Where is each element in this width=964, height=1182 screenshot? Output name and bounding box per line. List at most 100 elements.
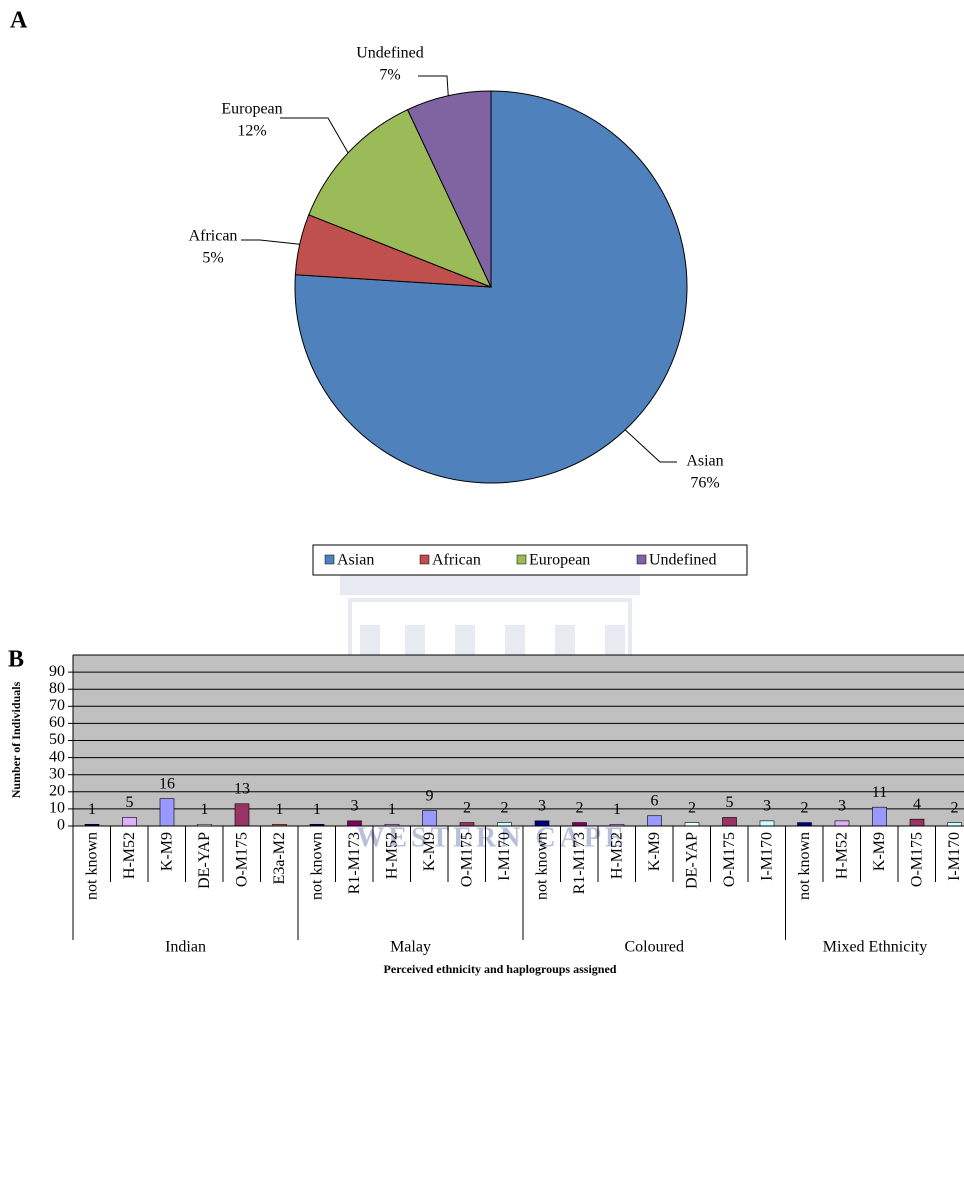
bar-value-label: 9 (426, 787, 434, 804)
x-tick-label: DE-YAP (684, 832, 701, 889)
bar-value-label: 2 (576, 799, 584, 816)
x-tick-label: E3a-M2 (271, 832, 288, 884)
leader-line (624, 429, 677, 463)
x-tick-label: O-M175 (721, 832, 738, 887)
x-tick-label: I-M170 (946, 832, 963, 881)
y-tick-label: 30 (49, 765, 65, 782)
panel-label: B (8, 647, 24, 673)
legend-label: European (529, 552, 590, 569)
slice-label: Asian (686, 453, 723, 470)
group-label: Indian (165, 939, 206, 956)
bar (572, 822, 587, 827)
x-tick-label: R1-M173 (346, 832, 363, 894)
x-tick-label: not known (84, 832, 101, 900)
x-tick-label: DE-YAP (196, 832, 213, 889)
y-tick-label: 20 (49, 782, 65, 799)
bar (947, 822, 962, 827)
bar-value-label: 3 (351, 798, 359, 815)
bar (497, 822, 512, 827)
slice-value-label: 5% (202, 250, 223, 267)
legend-label: Asian (337, 552, 374, 569)
bar-value-label: 1 (388, 801, 396, 818)
bar-value-label: 3 (538, 798, 546, 815)
bar (872, 806, 887, 827)
y-tick-label: 70 (49, 697, 65, 714)
bar (534, 820, 550, 827)
x-tick-label: I-M170 (496, 832, 513, 881)
bar-value-label: 2 (688, 799, 696, 816)
x-tick-label: K-M9 (421, 832, 438, 871)
legend-swatch (419, 554, 430, 565)
bar-value-label: 2 (501, 799, 509, 816)
bar-value-label: 1 (613, 801, 621, 818)
leader-line (418, 75, 449, 96)
bar (834, 820, 850, 827)
bar (797, 822, 812, 827)
watermark-text: WESTERN CAPE (356, 822, 627, 853)
x-tick-label: not known (309, 832, 326, 900)
legend-label: African (432, 552, 481, 569)
x-tick-label: H-M52 (609, 832, 626, 879)
y-axis-title: Number of Individuals (9, 681, 23, 798)
leader-line (241, 239, 300, 245)
legend-box (312, 544, 748, 576)
bar-value-label: 1 (276, 801, 284, 818)
y-tick-label: 0 (57, 817, 65, 834)
x-tick-label: H-M52 (121, 832, 138, 879)
bar (722, 817, 737, 827)
group-label: Mixed Ethnicity (823, 939, 927, 956)
bar (459, 822, 475, 827)
x-tick-label: R1-M173 (571, 832, 588, 894)
y-tick-label: 60 (49, 714, 65, 731)
x-tick-label: O-M175 (459, 832, 476, 887)
y-tick-label: 10 (49, 800, 65, 817)
y-tick-label: 90 (49, 663, 65, 680)
bar-value-label: 1 (88, 801, 96, 818)
bar-value-label: 1 (201, 801, 209, 818)
bar-value-label: 2 (463, 799, 471, 816)
bar (234, 803, 250, 827)
group-label: Coloured (624, 939, 684, 956)
bar (647, 815, 662, 827)
bar (684, 822, 700, 827)
slice-value-label: 7% (379, 67, 400, 84)
slice-label: European (221, 101, 282, 118)
pie-slice (308, 108, 492, 288)
bar (422, 810, 437, 827)
x-tick-label: H-M52 (384, 832, 401, 879)
leader-line (280, 117, 349, 154)
bar (909, 818, 925, 827)
bar (759, 820, 775, 827)
bar (347, 820, 362, 827)
panel-label: A (10, 8, 28, 34)
x-tick-label: O-M175 (234, 832, 251, 887)
bar-value-label: 3 (838, 798, 846, 815)
slice-label: African (189, 228, 238, 245)
bar-value-label: 13 (234, 780, 250, 797)
slice-value-label: 76% (690, 475, 719, 492)
x-tick-label: K-M9 (646, 832, 663, 871)
y-tick-label: 50 (49, 731, 65, 748)
x-tick-label: K-M9 (871, 832, 888, 871)
pie-slice (294, 90, 688, 484)
slice-value-label: 12% (237, 123, 266, 140)
x-tick-label: O-M175 (909, 832, 926, 887)
bar (122, 817, 137, 827)
y-tick-label: 40 (49, 748, 65, 765)
slice-label: Undefined (356, 45, 424, 62)
group-label: Malay (390, 939, 431, 956)
bar-value-label: 1 (313, 801, 321, 818)
y-tick-label: 80 (49, 680, 65, 697)
bar-value-label: 2 (951, 799, 959, 816)
bar-value-label: 6 (651, 792, 659, 809)
x-axis-title: Perceived ethnicity and haplogroups assi… (384, 962, 617, 976)
bar-value-label: 5 (726, 794, 734, 811)
x-tick-label: H-M52 (834, 832, 851, 879)
x-tick-label: not known (534, 832, 551, 900)
x-tick-label: K-M9 (159, 832, 176, 871)
bar-value-label: 2 (801, 799, 809, 816)
x-tick-label: I-M170 (759, 832, 776, 881)
bar (159, 798, 175, 827)
bar-value-label: 5 (126, 794, 134, 811)
legend-swatch (636, 554, 647, 565)
